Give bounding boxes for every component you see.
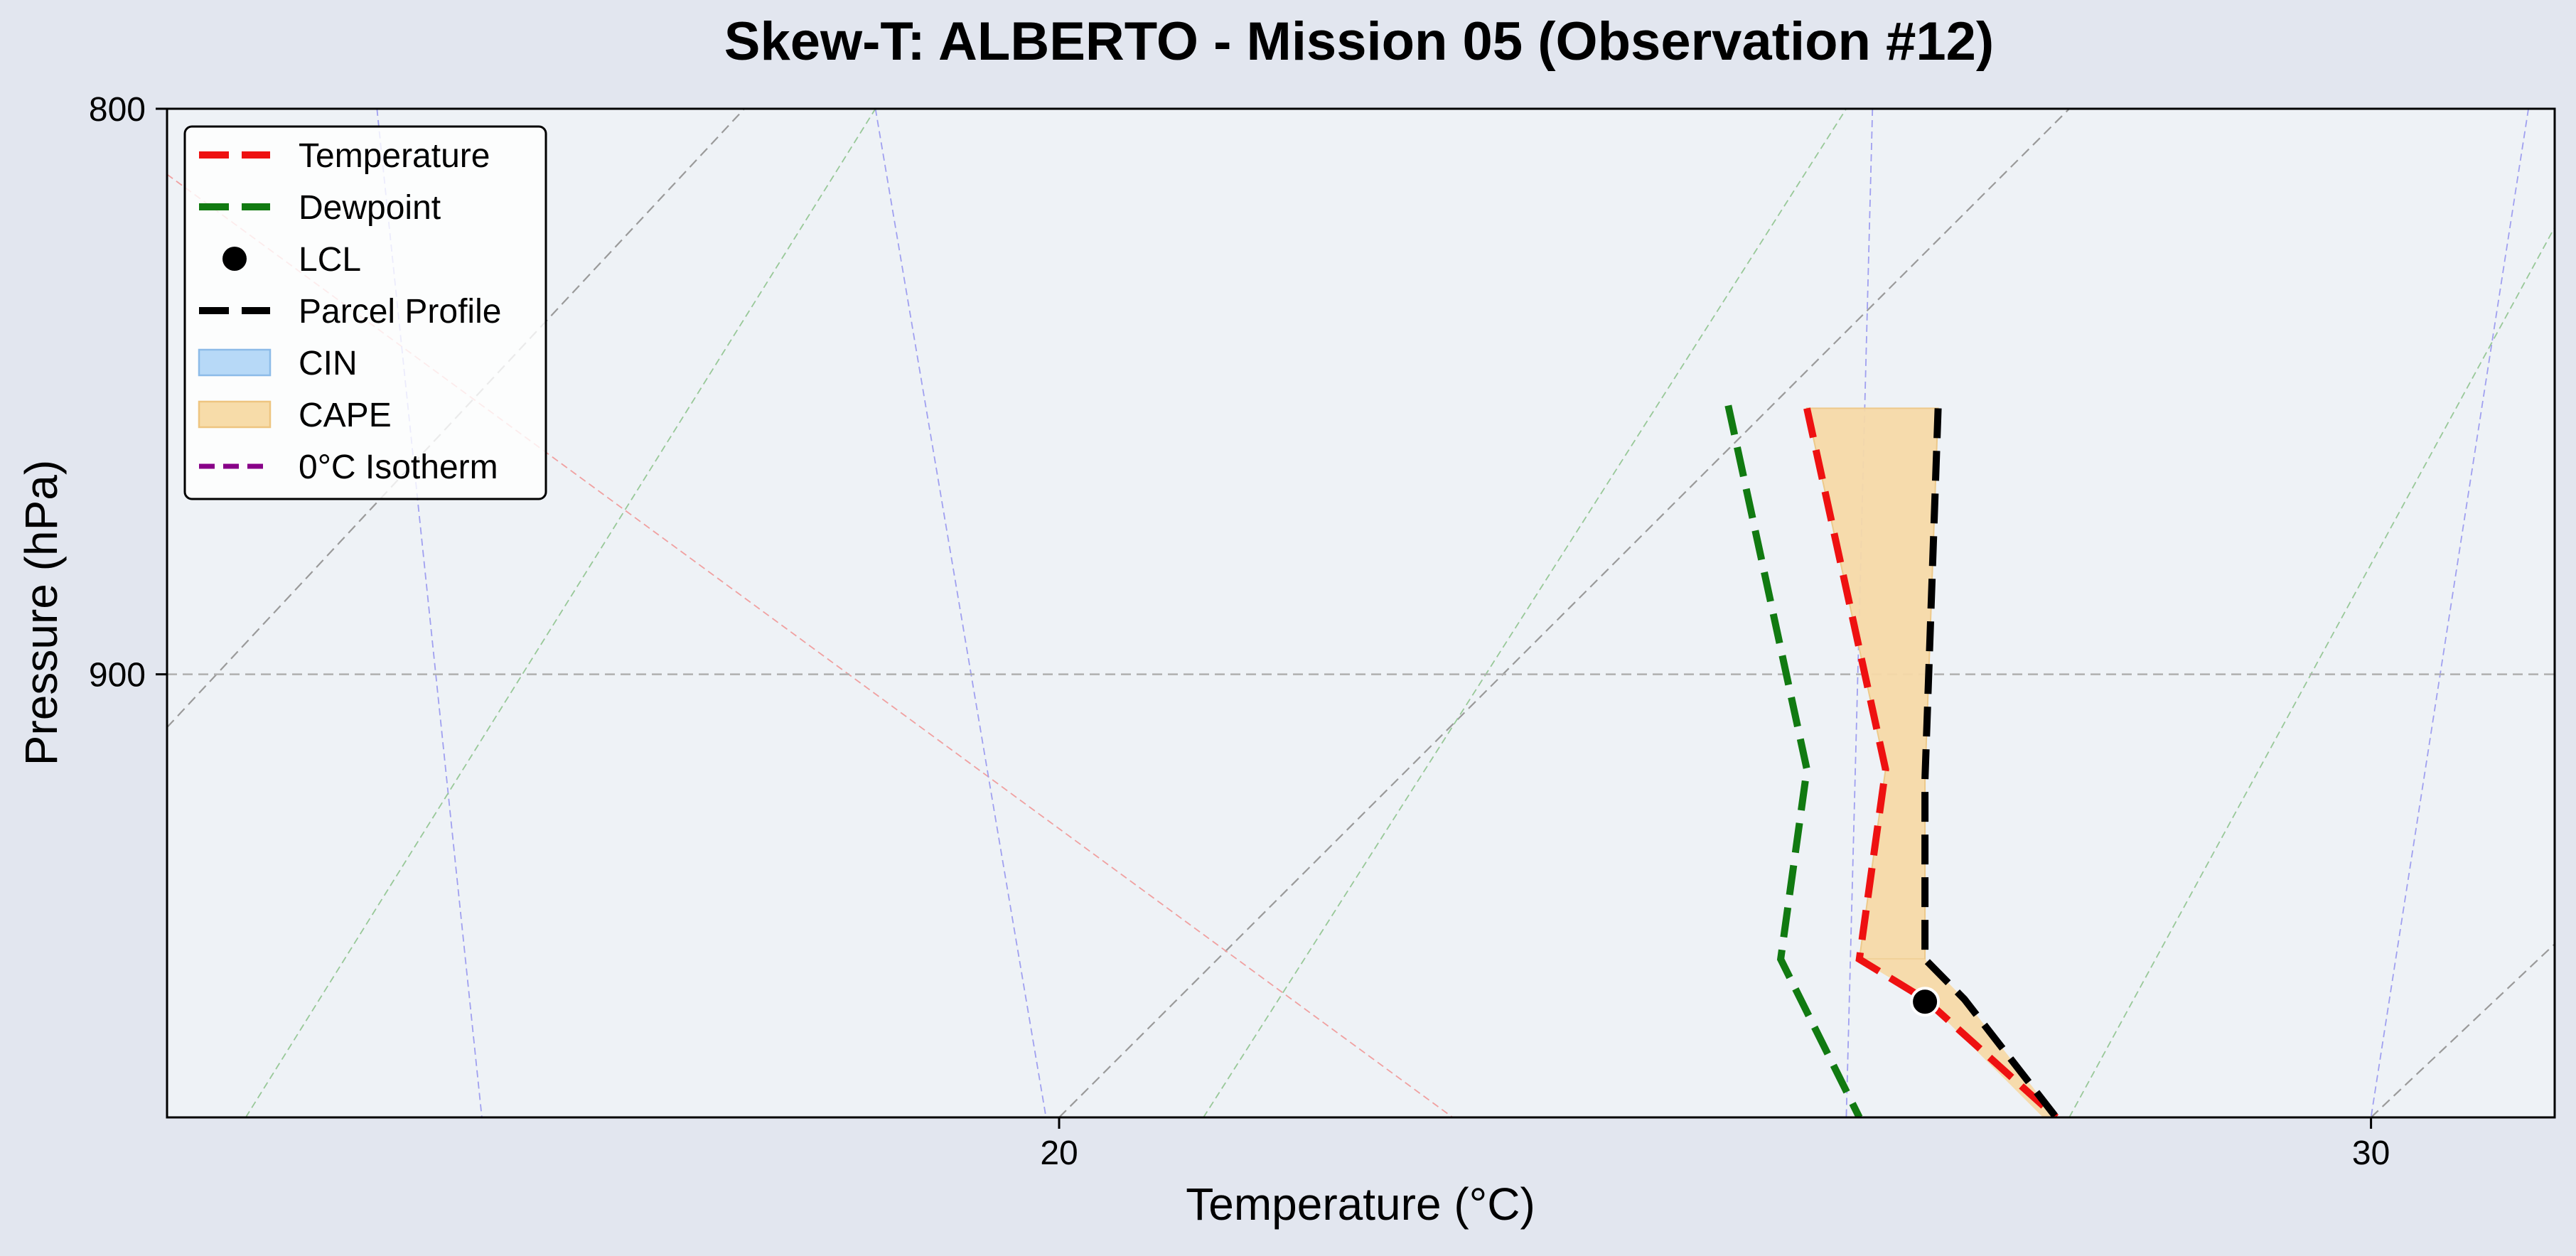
legend-label-lcl: LCL: [299, 241, 361, 279]
legend-swatch-cin: [198, 348, 272, 377]
x-axis-label: Temperature (°C): [1186, 1179, 1535, 1230]
legend-label-0-c-isotherm: 0°C Isotherm: [299, 449, 498, 486]
legend-item-cape: CAPE: [198, 397, 392, 434]
legend-item-parcel-profile: Parcel Profile: [199, 293, 501, 331]
axis-ticks: 20 30 800 900: [89, 91, 2390, 1172]
skewed-isotherm: [2370, 943, 2555, 1117]
dewpoint-line: [1724, 404, 1863, 1117]
mixing-ratio-line: [1203, 109, 1847, 1117]
x-tick-label-20: 20: [1040, 1134, 1078, 1172]
y-axis-label: Pressure (hPa): [16, 460, 67, 766]
plot-area: [167, 109, 2555, 1117]
x-tick-label-30: 30: [2352, 1134, 2390, 1172]
legend-item-dewpoint: Dewpoint: [199, 189, 441, 227]
y-tick-label-800: 800: [89, 91, 146, 129]
temperature-line: [1803, 407, 2059, 1117]
legend-label-parcel-profile: Parcel Profile: [299, 293, 501, 331]
skewed-isotherm: [1058, 109, 2070, 1117]
plot-frame: [166, 107, 2556, 1119]
legend-item-lcl: LCL: [222, 241, 361, 279]
legend-item-0-c-isotherm: 0°C Isotherm: [199, 449, 498, 486]
legend-label-cape: CAPE: [299, 397, 392, 434]
legend-label-temperature: Temperature: [299, 137, 490, 175]
mixing-ratio-line: [245, 109, 876, 1117]
legend-label-cin: CIN: [299, 345, 358, 382]
chart-title: Skew-T: ALBERTO - Mission 05 (Observatio…: [724, 11, 1994, 72]
legend-swatch-cape: [198, 400, 272, 429]
legend-label-dewpoint: Dewpoint: [299, 189, 441, 227]
grid-lines: [167, 109, 2555, 675]
legend: Temperature Dewpoint LCL Parcel Profile CIN C…: [183, 125, 547, 500]
parcel-profile-line: [1921, 408, 2059, 1117]
legend-frame: [183, 125, 547, 500]
lcl-marker: [1910, 987, 1941, 1017]
markers: [1910, 987, 1941, 1017]
legend-item-temperature: Temperature: [199, 137, 490, 175]
mixing-ratio-line: [2068, 227, 2555, 1117]
legend-item-cin: CIN: [198, 345, 358, 382]
legend-swatch-lcl: [222, 247, 247, 271]
moist-adiabat: [376, 109, 483, 1117]
y-tick-label-900: 900: [89, 657, 146, 694]
profile-lines: [1724, 404, 2059, 1117]
